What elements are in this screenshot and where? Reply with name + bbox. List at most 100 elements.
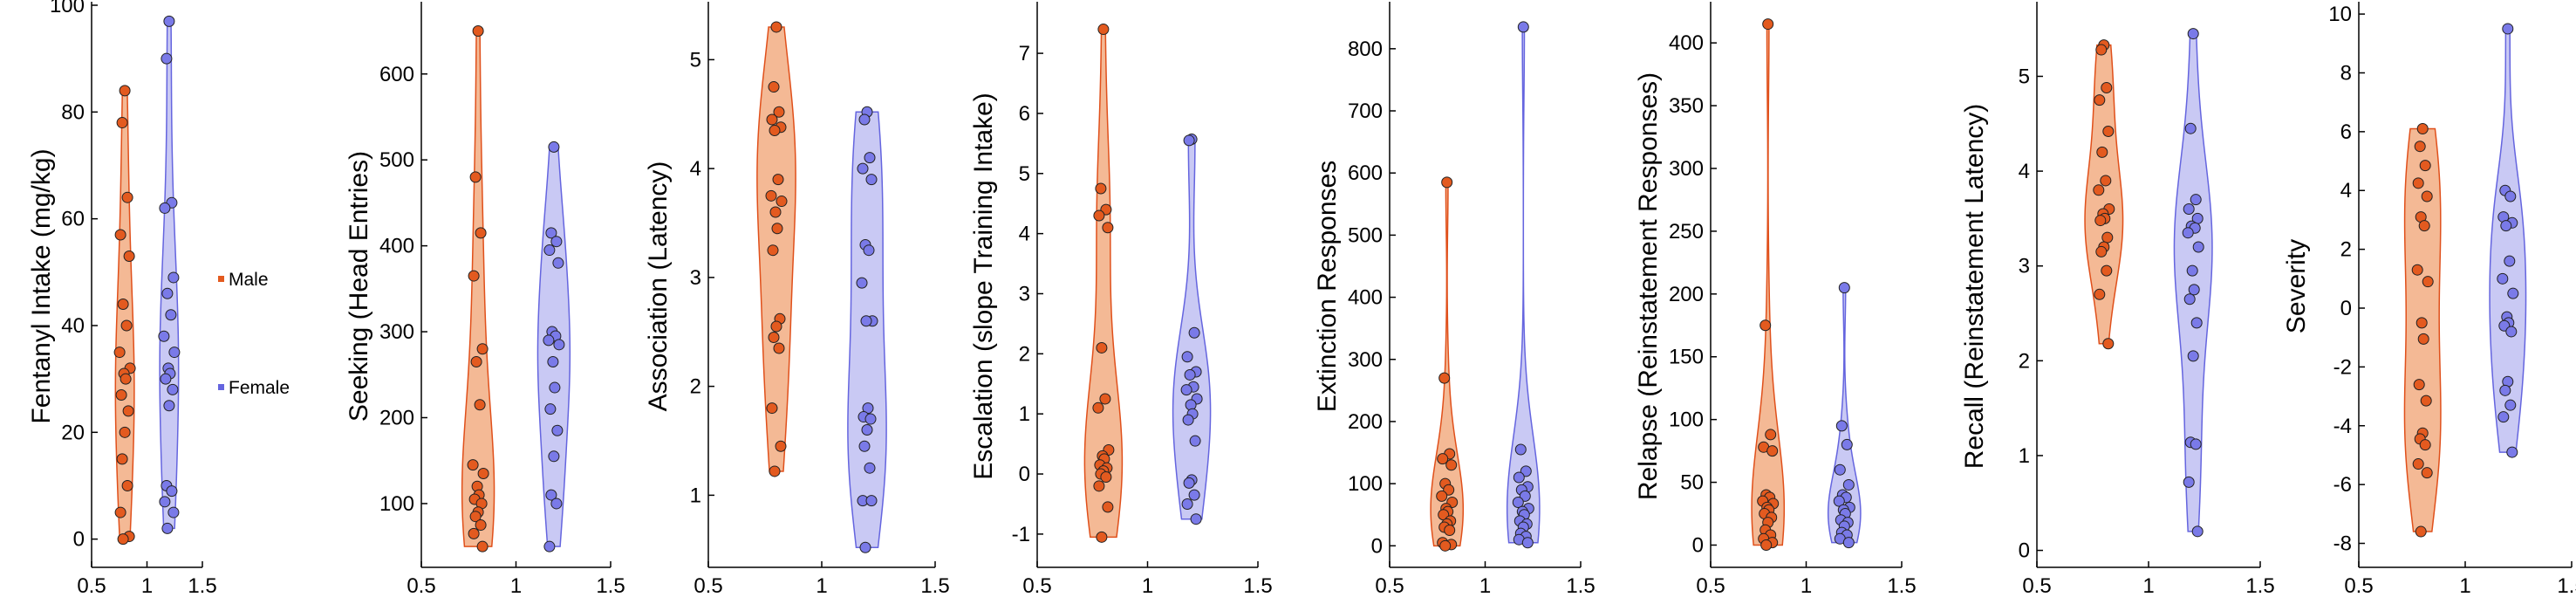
y-tick-label: 0	[1692, 533, 1704, 557]
male-data-point	[2421, 190, 2433, 202]
female-data-point	[2499, 384, 2511, 396]
female-data-point	[166, 485, 178, 498]
y-axis-label: Seeking (Head Entries)	[345, 151, 373, 422]
male-data-point	[2102, 338, 2115, 350]
y-tick-label: 2	[2340, 238, 2352, 262]
x-tick-label: 1	[1800, 574, 1812, 598]
female-data-point	[1188, 489, 1200, 501]
x-tick-label: 1	[510, 574, 522, 598]
female-data-point	[1183, 477, 1195, 489]
y-tick-label: 700	[1348, 100, 1383, 123]
x-tick-label: 0.5	[77, 574, 106, 598]
chart-panel-6: 0 50 100 150 200 250 300 350 400 0.5 1 1.5 Relapse (…	[1634, 2, 1917, 598]
female-data-point	[2192, 241, 2204, 253]
y-tick-label: 7	[1019, 42, 1030, 65]
female-data-point	[864, 413, 877, 425]
y-tick-label: -4	[2333, 415, 2352, 438]
y-tick-label: 2	[1019, 342, 1030, 366]
male-data-point	[1093, 209, 1105, 222]
male-data-point	[773, 342, 785, 354]
male-data-point	[1441, 176, 1453, 189]
female-data-point	[2190, 194, 2202, 206]
female-data-point	[159, 202, 171, 214]
female-data-point	[856, 277, 868, 289]
x-tick-label: 1.5	[188, 574, 216, 598]
y-tick-label: 0	[2019, 539, 2030, 563]
female-data-point	[1183, 134, 1195, 147]
y-tick-label: -6	[2333, 473, 2352, 497]
male-data-point	[766, 402, 778, 415]
male-data-point	[2101, 82, 2113, 93]
y-tick-label: 5	[1019, 162, 1030, 186]
female-data-point	[1834, 463, 1846, 476]
y-tick-label: 250	[1669, 220, 1704, 244]
y-axis-label: Extinction Responses	[1313, 161, 1342, 413]
male-data-point	[1092, 402, 1104, 414]
y-tick-label: 3	[1019, 282, 1030, 305]
male-data-point	[468, 270, 480, 282]
female-data-point	[2183, 476, 2195, 488]
y-tick-label: 3	[690, 266, 701, 290]
female-data-point	[2187, 350, 2199, 362]
y-tick-label: 4	[2019, 160, 2030, 183]
female-data-point	[549, 381, 561, 394]
male-data-point	[775, 440, 787, 452]
y-tick-label: 600	[1348, 161, 1383, 185]
male-data-point	[2422, 276, 2434, 288]
y-tick-label: 2	[2019, 349, 2030, 373]
x-tick-label: 0.5	[407, 574, 435, 598]
male-data-point	[2419, 160, 2431, 172]
male-data-point	[769, 124, 781, 136]
male-data-point	[2101, 264, 2113, 277]
y-axis-label: Severity	[2282, 239, 2311, 333]
male-data-point	[477, 467, 489, 479]
x-tick-label: 0.5	[1022, 574, 1051, 598]
male-data-point	[2412, 177, 2424, 189]
female-data-point	[167, 383, 179, 395]
male-data-point	[467, 459, 479, 471]
female-data-point	[2500, 220, 2512, 232]
male-data-point	[1436, 490, 1448, 502]
female-data-point	[863, 244, 875, 257]
female-data-point	[2184, 122, 2197, 134]
male-data-point	[113, 347, 126, 359]
chart-panel-2: 100 200 300 400 500 600 0.5 1 1.5 Seeking (Head E…	[345, 2, 625, 598]
male-data-point	[122, 405, 134, 417]
female-data-point	[163, 400, 175, 412]
female-data-point	[161, 52, 173, 65]
male-data-point	[2419, 439, 2431, 451]
y-tick-label: 200	[1348, 410, 1383, 434]
female-data-point	[1517, 21, 1529, 33]
x-tick-label: 1.5	[920, 574, 949, 598]
female-violin	[2173, 32, 2213, 532]
female-data-point	[1521, 537, 1534, 549]
y-tick-label: 4	[1019, 223, 1030, 246]
female-data-point	[2190, 438, 2202, 450]
female-data-point	[1514, 443, 1527, 456]
female-data-point	[550, 498, 563, 510]
male-data-point	[2415, 525, 2427, 538]
female-data-point	[1842, 537, 1855, 549]
female-data-point	[858, 113, 871, 126]
female-data-point	[864, 152, 876, 164]
y-tick-label: 1	[1019, 402, 1030, 426]
male-data-point	[119, 85, 131, 97]
male-data-point	[2095, 44, 2108, 56]
y-tick-label: 1	[2019, 444, 2030, 468]
female-data-point	[168, 347, 181, 359]
male-data-point	[2417, 333, 2429, 345]
female-data-point	[2191, 525, 2204, 538]
male-data-point	[770, 21, 782, 33]
chart-panel-3: 1 2 3 4 5 0.5 1 1.5 Association (Latency)	[644, 2, 950, 598]
legend-female-label: Female	[229, 378, 290, 398]
legend: Male Female	[218, 270, 290, 398]
male-data-point	[469, 171, 482, 183]
y-axis-label: Relapse (Reinstatement Responses)	[1634, 72, 1663, 500]
male-data-point	[1439, 539, 1452, 552]
male-data-point	[2412, 458, 2424, 470]
male-data-point	[1099, 393, 1111, 405]
female-data-point	[1188, 326, 1200, 339]
female-data-point	[860, 315, 872, 327]
female-data-point	[1182, 414, 1194, 426]
female-data-point	[2507, 287, 2519, 299]
